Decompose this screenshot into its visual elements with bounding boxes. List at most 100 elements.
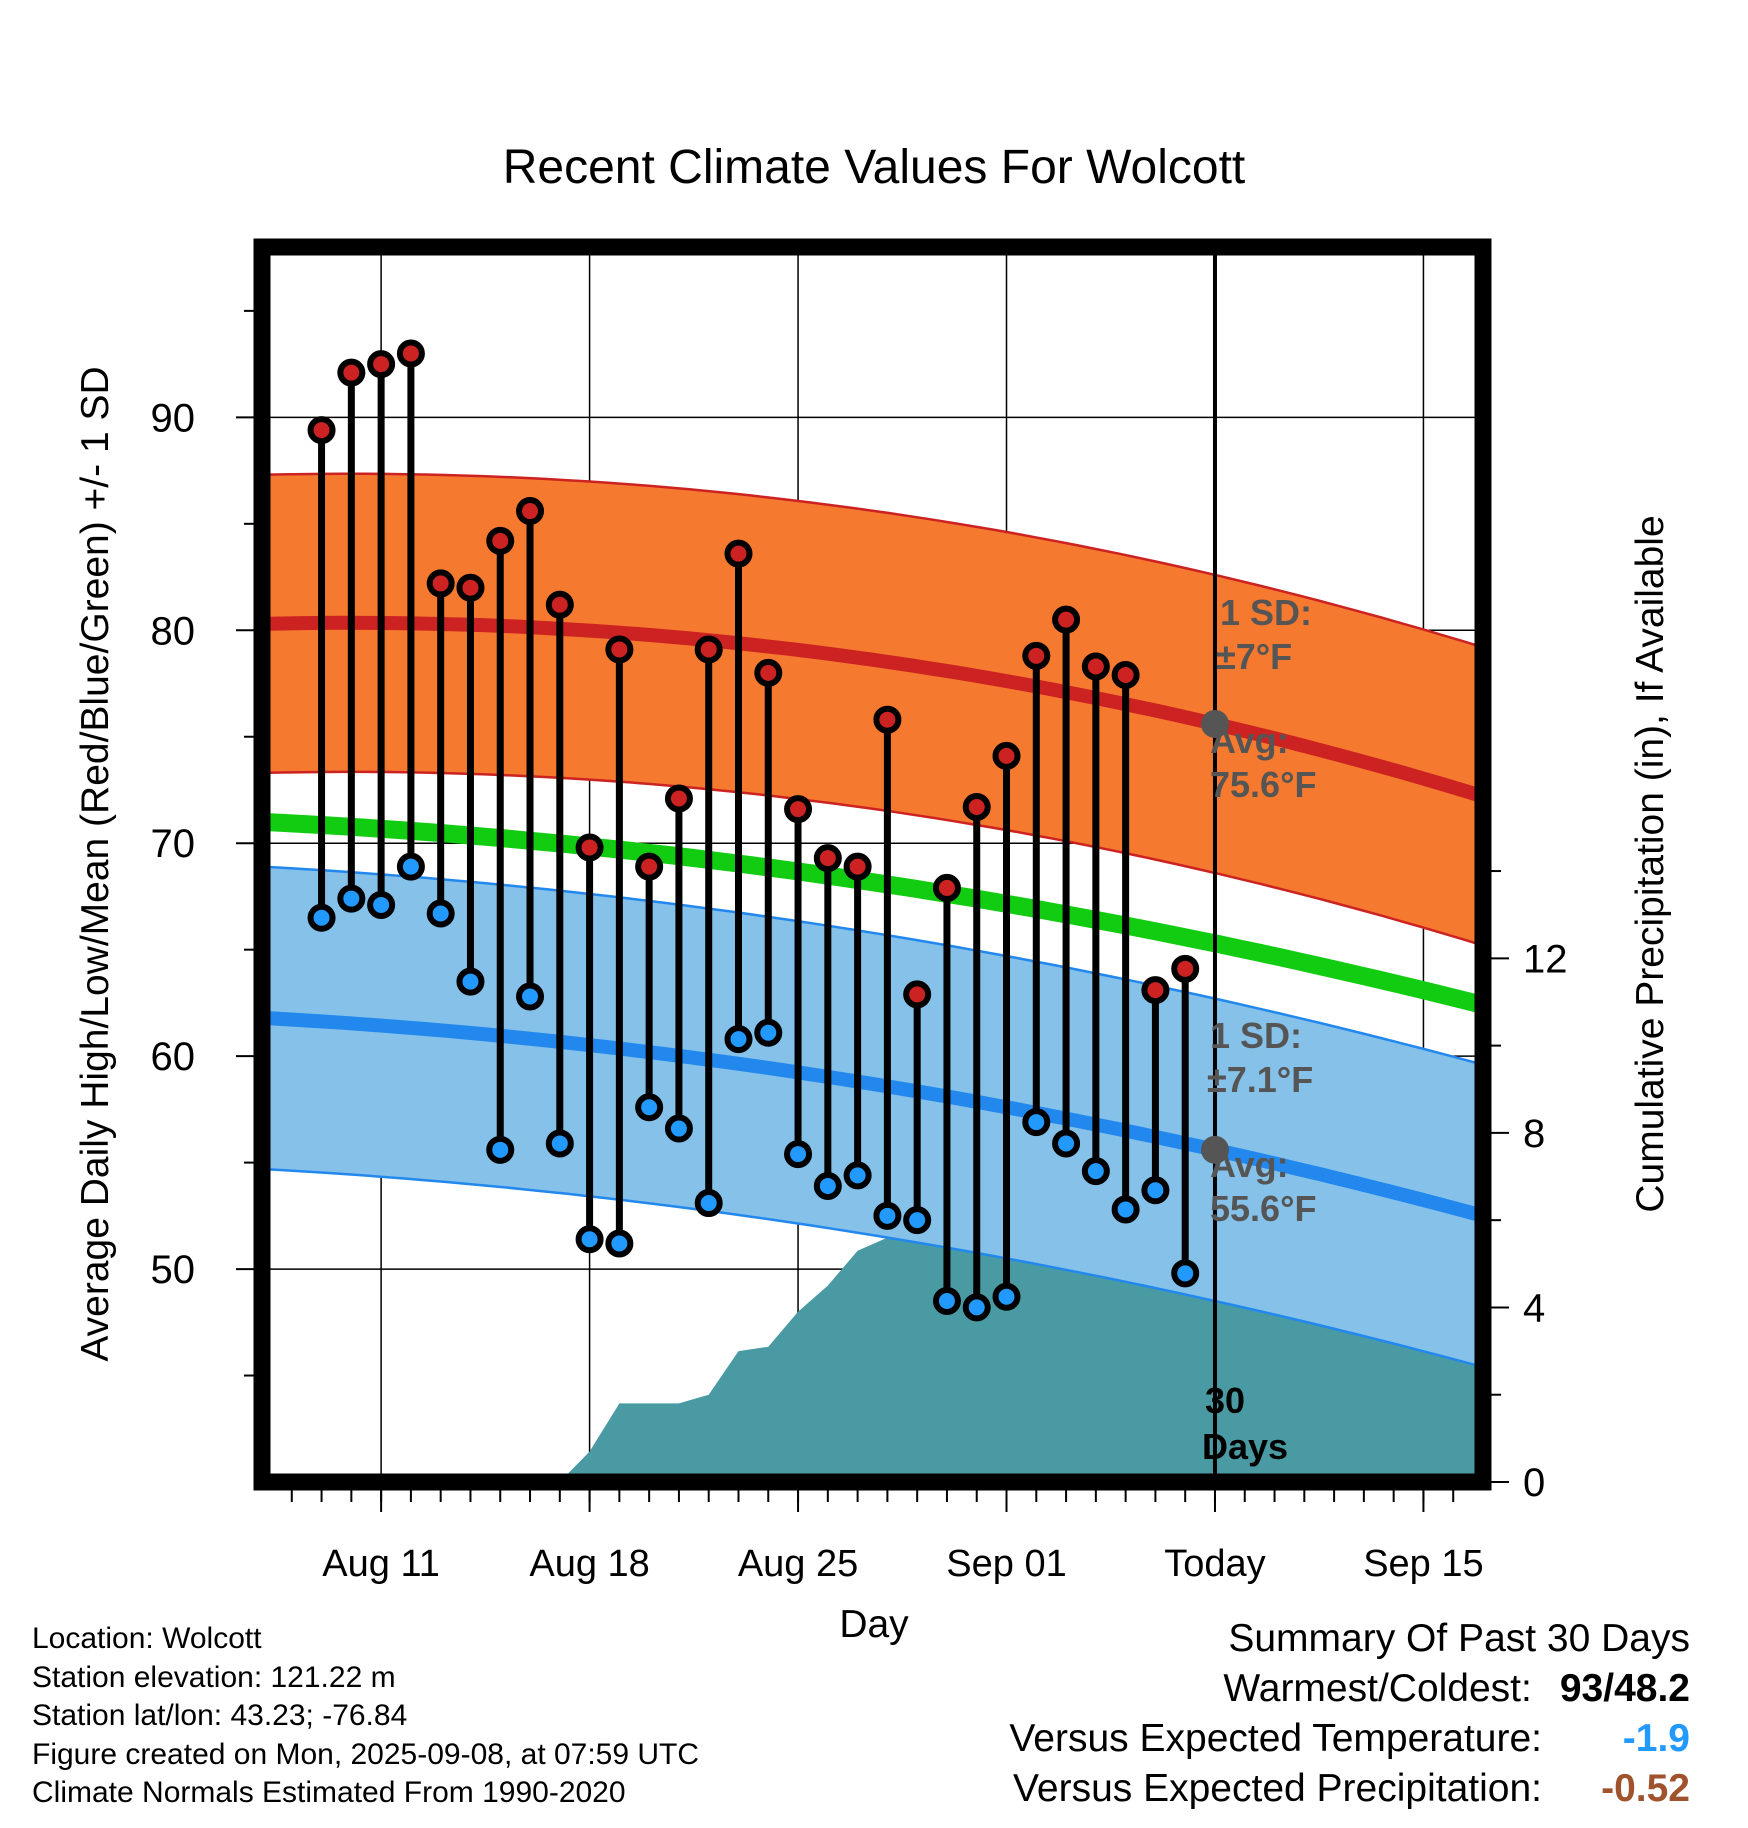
daily-high-point <box>813 844 842 873</box>
plot-frame <box>253 238 1492 1491</box>
daily-high-point <box>843 852 872 881</box>
y2-tick-label: 8 <box>1523 1112 1545 1156</box>
daily-low-point <box>694 1189 723 1218</box>
y-tick-label: 60 <box>151 1035 196 1079</box>
daily-low-point <box>724 1025 753 1054</box>
daily-high-point <box>754 658 783 687</box>
daily-high-point <box>575 833 604 862</box>
daily-low-point <box>635 1093 664 1122</box>
today-low-avg-marker <box>1200 1135 1229 1164</box>
elevation-text: Station elevation: 121.22 m <box>32 1660 396 1694</box>
daily-high-point <box>932 873 961 902</box>
created-text: Figure created on Mon, 2025-09-08, at 07… <box>32 1737 700 1771</box>
today-high-avg-marker <box>1200 709 1229 738</box>
daily-high-point <box>337 358 366 387</box>
daily-high-point <box>1171 954 1200 983</box>
daily-low-point <box>992 1282 1021 1311</box>
daily-high-point <box>1081 652 1110 681</box>
warmest-value: 93 <box>1559 1667 1604 1710</box>
y2-axis-title: Cumulative Precipitation (in), If Availa… <box>1629 515 1672 1212</box>
daily-low-point <box>784 1140 813 1169</box>
y-axis-tick-labels: 50 60 70 80 90 <box>151 396 196 1292</box>
low-normal-line <box>262 1010 1483 1223</box>
daily-stems <box>318 353 1189 1308</box>
low-avg-value: 55.6°F <box>1210 1188 1316 1229</box>
low-avg-label: Avg: <box>1210 1144 1289 1185</box>
daily-low-point <box>873 1201 902 1230</box>
high-avg-value: 75.6°F <box>1210 764 1316 805</box>
daily-low-point <box>664 1114 693 1143</box>
daily-high-point <box>992 741 1021 770</box>
y-tick-label: 90 <box>151 396 196 440</box>
chart-title: Recent Climate Values For Wolcott <box>503 141 1246 194</box>
daily-high-point <box>724 539 753 568</box>
daily-low-point <box>516 982 545 1011</box>
daily-low-point <box>903 1206 932 1235</box>
x-tick-label: Aug 11 <box>322 1543 440 1585</box>
temp-label: Versus Expected Temperature: <box>1009 1717 1542 1760</box>
x-tick-label: Sep 01 <box>946 1543 1066 1585</box>
y-tick-label: 80 <box>151 609 196 653</box>
x-axis-ticks <box>290 1490 1455 1512</box>
precip-value: -0.52 <box>1601 1767 1690 1810</box>
daily-high-point <box>784 795 813 824</box>
y-tick-label: 70 <box>151 822 196 866</box>
daily-high-point <box>903 980 932 1009</box>
summary-heading: Summary Of Past 30 Days <box>1228 1617 1690 1660</box>
daily-low-point <box>575 1225 604 1254</box>
mean-normal-line <box>262 812 1483 1014</box>
daily-high-point <box>516 497 545 526</box>
summary-panel: Summary Of Past 30 Days Warmest/Coldest:… <box>1009 1614 1690 1814</box>
high-sd-band <box>262 472 1483 947</box>
daily-low-point <box>813 1172 842 1201</box>
days-count-label: 30 <box>1205 1380 1245 1421</box>
low-sd-value: ±7.1°F <box>1207 1059 1313 1100</box>
high-sd-label: 1 SD: <box>1220 592 1312 633</box>
x-tick-label: Today <box>1164 1543 1265 1585</box>
daily-low-point <box>307 903 336 932</box>
daily-low-point <box>962 1293 991 1322</box>
normals-text: Climate Normals Estimated From 1990-2020 <box>32 1776 626 1809</box>
x-axis-title: Day <box>839 1603 909 1646</box>
daily-high-point <box>1111 660 1140 689</box>
daily-low-point <box>1022 1108 1051 1137</box>
warm-cold-separator: / <box>1603 1667 1615 1710</box>
daily-high-point <box>545 590 574 619</box>
daily-low-point <box>426 899 455 928</box>
y2-axis-ticks <box>1491 870 1509 1483</box>
y-axis-title: Average Daily High/Low/Mean (Red/Blue/Gr… <box>74 366 117 1361</box>
x-tick-label: Sep 15 <box>1363 1543 1483 1585</box>
station-info: Location: Wolcott Station elevation: 121… <box>32 1620 699 1813</box>
daily-low-point <box>1111 1195 1140 1224</box>
y-tick-label: 50 <box>151 1248 196 1292</box>
daily-high-point <box>307 416 336 445</box>
daily-high-point <box>426 569 455 598</box>
daily-low-point <box>486 1135 515 1164</box>
daily-high-point <box>694 635 723 664</box>
daily-low-point <box>932 1287 961 1316</box>
coldest-value: 48.2 <box>1614 1667 1690 1710</box>
daily-low-point <box>754 1018 783 1047</box>
daily-low-point <box>545 1129 574 1158</box>
daily-low-point <box>605 1229 634 1258</box>
days-unit-label: Days <box>1202 1426 1288 1467</box>
daily-low-point <box>1081 1157 1110 1186</box>
daily-low-point <box>1052 1129 1081 1158</box>
daily-high-point <box>396 339 425 368</box>
location-text: Location: Wolcott <box>32 1622 262 1655</box>
y-axis-ticks <box>236 309 254 1377</box>
precip-label: Versus Expected Precipitation: <box>1013 1767 1542 1810</box>
x-axis-tick-labels: Aug 11 Aug 18 Aug 25 Sep 01 Today Sep 15 <box>322 1543 1483 1585</box>
low-sd-label: 1 SD: <box>1210 1015 1302 1056</box>
temp-value: -1.9 <box>1622 1717 1690 1760</box>
daily-low-point <box>396 852 425 881</box>
y2-tick-label: 4 <box>1523 1286 1545 1330</box>
daily-high-point <box>1052 605 1081 634</box>
daily-high-point <box>873 705 902 734</box>
daily-high-point <box>456 573 485 602</box>
precip-row: Versus Expected Precipitation: -0.52 <box>1009 1764 1690 1814</box>
warm-cold-row: Warmest/Coldest: 93/48.2 <box>1009 1664 1690 1714</box>
y2-tick-label: 12 <box>1523 937 1568 981</box>
daily-high-point <box>635 852 664 881</box>
